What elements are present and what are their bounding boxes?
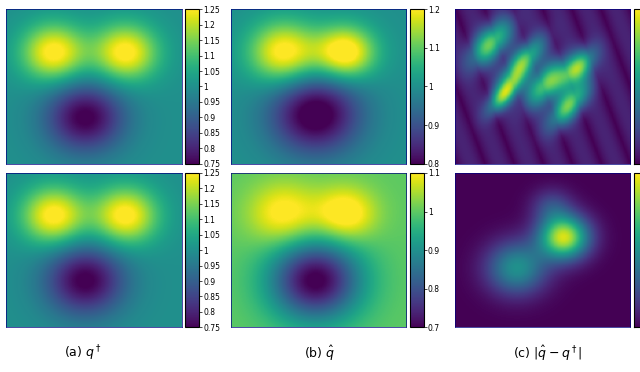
Text: (a) $q^\dagger$: (a) $q^\dagger$: [65, 344, 102, 363]
Text: (c) $|\hat{q} - q^\dagger|$: (c) $|\hat{q} - q^\dagger|$: [513, 344, 582, 363]
Text: (b) $\hat{q}$: (b) $\hat{q}$: [305, 344, 335, 363]
